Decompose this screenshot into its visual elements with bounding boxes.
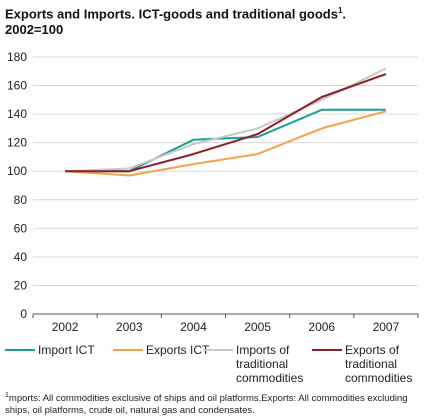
y-tick-label: 20 bbox=[14, 278, 28, 292]
y-tick-label: 100 bbox=[7, 164, 27, 178]
x-tick-label: 2002 bbox=[52, 320, 79, 334]
legend-label-line: commodities bbox=[345, 371, 413, 385]
chart-grid bbox=[33, 56, 418, 286]
legend-label: Import ICT bbox=[38, 343, 95, 357]
footnote: 1mports: All commodities exclusive of sh… bbox=[5, 390, 425, 417]
chart-title-period: . bbox=[342, 6, 347, 22]
title-footnote-marker: 1 bbox=[337, 6, 343, 15]
legend-label: Imports of traditional commodities bbox=[236, 343, 303, 385]
y-tick-label: 160 bbox=[7, 79, 27, 93]
x-tick-label: 2007 bbox=[373, 320, 400, 334]
legend-label-line: commodities bbox=[236, 371, 304, 385]
series-line-2 bbox=[65, 110, 387, 177]
legend-label-line: Imports of bbox=[236, 343, 290, 357]
series-line-3 bbox=[65, 67, 387, 173]
y-tick-label: 140 bbox=[7, 107, 27, 121]
footnote-text: mports: All commodities exclusive of shi… bbox=[5, 393, 408, 417]
y-tick-label: 40 bbox=[14, 250, 28, 264]
y-tick-label: 120 bbox=[7, 136, 27, 150]
chart-title-line1: Exports and Imports. ICT-goods and tradi… bbox=[5, 6, 338, 22]
series-line-1 bbox=[65, 108, 386, 173]
legend-label: Exports ICT bbox=[146, 343, 209, 357]
legend-label: Exports of traditional commodities bbox=[345, 343, 412, 385]
x-tick-label: 2004 bbox=[180, 320, 207, 334]
y-tick-label: 80 bbox=[14, 193, 28, 207]
x-axis: 2002 2003 2004 2005 2006 2007 bbox=[32, 313, 419, 334]
chart-title: Exports and Imports. ICT-goods and tradi… bbox=[5, 3, 425, 38]
y-axis-ticks: 0 20 40 60 80 100 120 140 160 180 bbox=[7, 50, 27, 321]
legend-swatch bbox=[113, 349, 143, 351]
legend-swatch bbox=[5, 349, 35, 351]
legend-label-line: traditional bbox=[236, 357, 289, 371]
series-line-4 bbox=[65, 73, 387, 173]
legend-label-line: traditional bbox=[345, 357, 398, 371]
footnote-marker: 1 bbox=[5, 392, 9, 399]
y-tick-label: 180 bbox=[7, 50, 27, 64]
x-tick-label: 2006 bbox=[308, 320, 335, 334]
x-tick-label: 2003 bbox=[116, 320, 143, 334]
legend-label-line: Import ICT bbox=[38, 343, 95, 357]
y-tick-label: 0 bbox=[20, 307, 27, 321]
x-tick-label: 2005 bbox=[244, 320, 271, 334]
legend-label-line: Exports ICT bbox=[146, 343, 210, 357]
legend-label-line: Exports of bbox=[345, 343, 400, 357]
legend-swatch bbox=[312, 349, 342, 351]
legend-swatch bbox=[203, 349, 233, 351]
chart-subtitle: 2002=100 bbox=[5, 22, 64, 38]
chart-series bbox=[65, 67, 387, 177]
y-tick-label: 60 bbox=[14, 221, 28, 235]
